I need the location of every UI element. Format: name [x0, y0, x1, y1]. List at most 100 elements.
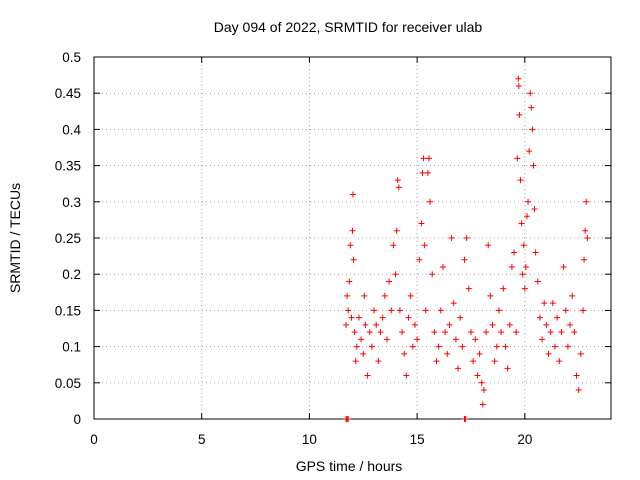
data-point	[419, 169, 426, 176]
data-point	[534, 278, 541, 285]
y-tick-label: 0.1	[62, 340, 81, 355]
data-point	[478, 379, 485, 386]
data-point	[493, 343, 500, 350]
data-point	[562, 307, 569, 314]
data-point	[487, 292, 494, 299]
x-axis-label: GPS time / hours	[296, 458, 403, 474]
data-point	[411, 321, 418, 328]
data-point	[461, 256, 468, 263]
data-point	[392, 271, 399, 278]
y-tick-label: 0.5	[62, 50, 81, 65]
data-point	[518, 220, 525, 227]
data-point	[399, 329, 406, 336]
data-point	[409, 343, 416, 350]
data-point	[558, 329, 565, 336]
data-point	[393, 227, 400, 234]
data-point	[536, 314, 543, 321]
data-point	[349, 227, 356, 234]
data-point	[416, 256, 423, 263]
data-point	[452, 336, 459, 343]
data-point	[577, 350, 584, 357]
data-point	[346, 278, 353, 285]
x-tick-label: 15	[410, 432, 425, 447]
data-point	[431, 329, 438, 336]
data-point	[511, 249, 518, 256]
data-point	[422, 307, 429, 314]
data-point	[429, 271, 436, 278]
data-points	[343, 75, 591, 422]
data-point	[381, 292, 388, 299]
data-point	[500, 285, 507, 292]
data-point	[502, 343, 509, 350]
data-point	[345, 416, 352, 422]
y-axis-label: SRMTID / TECUs	[7, 183, 23, 293]
data-point	[581, 256, 588, 263]
data-point	[582, 227, 589, 234]
data-point	[362, 321, 369, 328]
data-point	[522, 263, 529, 270]
data-point	[508, 263, 515, 270]
data-point	[584, 235, 591, 241]
data-point	[437, 307, 444, 314]
data-point	[541, 300, 548, 307]
y-tick-label: 0.3	[62, 195, 81, 210]
data-point	[462, 416, 469, 422]
data-point	[396, 307, 403, 314]
data-point	[420, 155, 427, 162]
data-point	[424, 169, 431, 176]
data-point	[455, 365, 462, 372]
data-point	[573, 372, 580, 379]
data-point	[571, 329, 578, 336]
data-point	[421, 242, 428, 249]
data-point	[450, 300, 457, 307]
data-point	[435, 343, 442, 350]
data-point	[525, 198, 532, 205]
data-point	[523, 213, 530, 220]
data-point	[414, 336, 421, 343]
x-tick-label: 5	[198, 432, 206, 447]
data-point	[495, 307, 502, 314]
data-point	[446, 321, 453, 328]
data-point	[401, 350, 408, 357]
data-point	[360, 350, 367, 357]
data-point	[388, 307, 395, 314]
data-point	[485, 242, 492, 249]
data-point	[479, 401, 486, 408]
data-point	[343, 321, 350, 328]
data-point	[379, 314, 386, 321]
y-tick-label: 0.45	[55, 86, 81, 101]
data-point	[353, 343, 360, 350]
data-point	[506, 321, 513, 328]
data-point	[395, 184, 402, 191]
data-point	[515, 75, 522, 82]
data-point	[529, 126, 536, 133]
axis-ticks: 0 5 10 15 20 0 0.05 0.1 0.15 0.2 0.25 0.3 0.35 0.4 0.4…	[55, 50, 611, 447]
data-point	[545, 350, 552, 357]
data-point	[520, 242, 527, 249]
y-tick-label: 0.4	[62, 122, 81, 137]
data-point	[433, 358, 440, 365]
data-point	[375, 358, 382, 365]
grid-lines	[94, 57, 611, 419]
data-point	[366, 329, 373, 336]
data-point	[361, 292, 368, 299]
data-point	[407, 292, 414, 299]
data-point	[371, 307, 378, 314]
data-point	[463, 235, 470, 241]
data-point	[489, 321, 496, 328]
chart-title: Day 094 of 2022, SRMTID for receiver ula…	[214, 19, 483, 35]
data-point	[567, 321, 574, 328]
data-point	[504, 365, 511, 372]
data-point	[373, 321, 380, 328]
data-point	[532, 249, 539, 256]
data-point	[459, 343, 466, 350]
data-point	[386, 278, 393, 285]
data-point	[549, 300, 556, 307]
data-point	[539, 336, 546, 343]
data-point	[355, 314, 362, 321]
data-point	[513, 329, 520, 336]
data-point	[530, 162, 537, 169]
data-point	[528, 104, 535, 111]
data-point	[583, 198, 590, 205]
